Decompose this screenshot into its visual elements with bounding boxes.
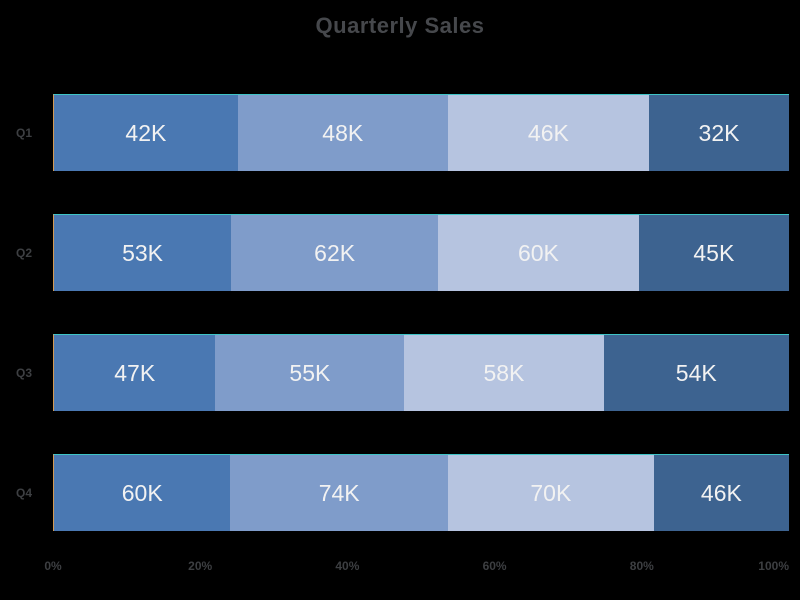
plot-area: Q1 42K 48K 46K 32K Q2 53K 62K 60K 45K Q3 47K 55K 58K 5… [16,94,789,574]
value-label: 70K [530,479,572,506]
bar-row: Q2 53K 62K 60K 45K [16,214,789,291]
bar-segment: 42K [54,95,238,171]
bar-segment: 48K [237,95,448,171]
bar-row: Q3 47K 55K 58K 54K [16,334,789,411]
bar-segment: 47K [54,335,216,411]
bar-segment: 53K [54,215,232,291]
value-label: 54K [675,359,717,386]
stacked-bar: 42K 48K 46K 32K [53,94,789,171]
bar-row: Q1 42K 48K 46K 32K [16,94,789,171]
value-label: 46K [527,119,569,146]
x-axis: 0% 20% 40% 60% 80% 100% [44,559,789,579]
chart-title: Quarterly Sales [315,13,485,38]
bar-segment: 62K [231,215,439,291]
x-axis-tick-label: 60% [482,559,507,573]
bar-segment: 55K [215,335,405,411]
value-label: 32K [698,119,740,146]
value-label: 47K [114,359,156,386]
bar-segment: 70K [447,455,654,531]
value-label: 48K [322,119,364,146]
stacked-bar: 60K 74K 70K 46K [53,454,789,531]
category-label: Q3 [15,365,32,380]
category-label: Q2 [15,245,32,260]
value-label: 60K [517,239,559,266]
value-label: 74K [318,479,360,506]
bar-segment: 45K [638,215,789,291]
category-label: Q4 [15,485,32,500]
bar-segment: 32K [649,95,789,171]
bar-segment: 60K [54,455,231,531]
value-label: 58K [483,359,525,386]
bar-segment: 46K [447,95,649,171]
stacked-bar: 47K 55K 58K 54K [53,334,789,411]
x-axis-tick-label: 40% [335,559,360,573]
bar-segment: 60K [438,215,639,291]
bar-segment: 74K [230,455,448,531]
stacked-bar: 53K 62K 60K 45K [53,214,789,291]
value-label: 45K [693,239,735,266]
bar-segment: 58K [404,335,604,411]
x-axis-tick-label: 100% [758,559,789,573]
value-label: 46K [700,479,742,506]
bar-segment: 54K [603,335,789,411]
x-axis-tick-label: 0% [44,559,62,573]
value-label: 62K [314,239,356,266]
value-label: 53K [122,239,163,266]
value-label: 42K [125,119,167,146]
x-axis-tick-label: 80% [629,559,654,573]
bar-row: Q4 60K 74K 70K 46K [16,454,789,531]
value-label: 60K [121,479,163,506]
bar-segment: 46K [653,455,789,531]
value-label: 55K [289,359,331,386]
category-label: Q1 [15,125,32,140]
x-axis-tick-label: 20% [188,559,213,573]
